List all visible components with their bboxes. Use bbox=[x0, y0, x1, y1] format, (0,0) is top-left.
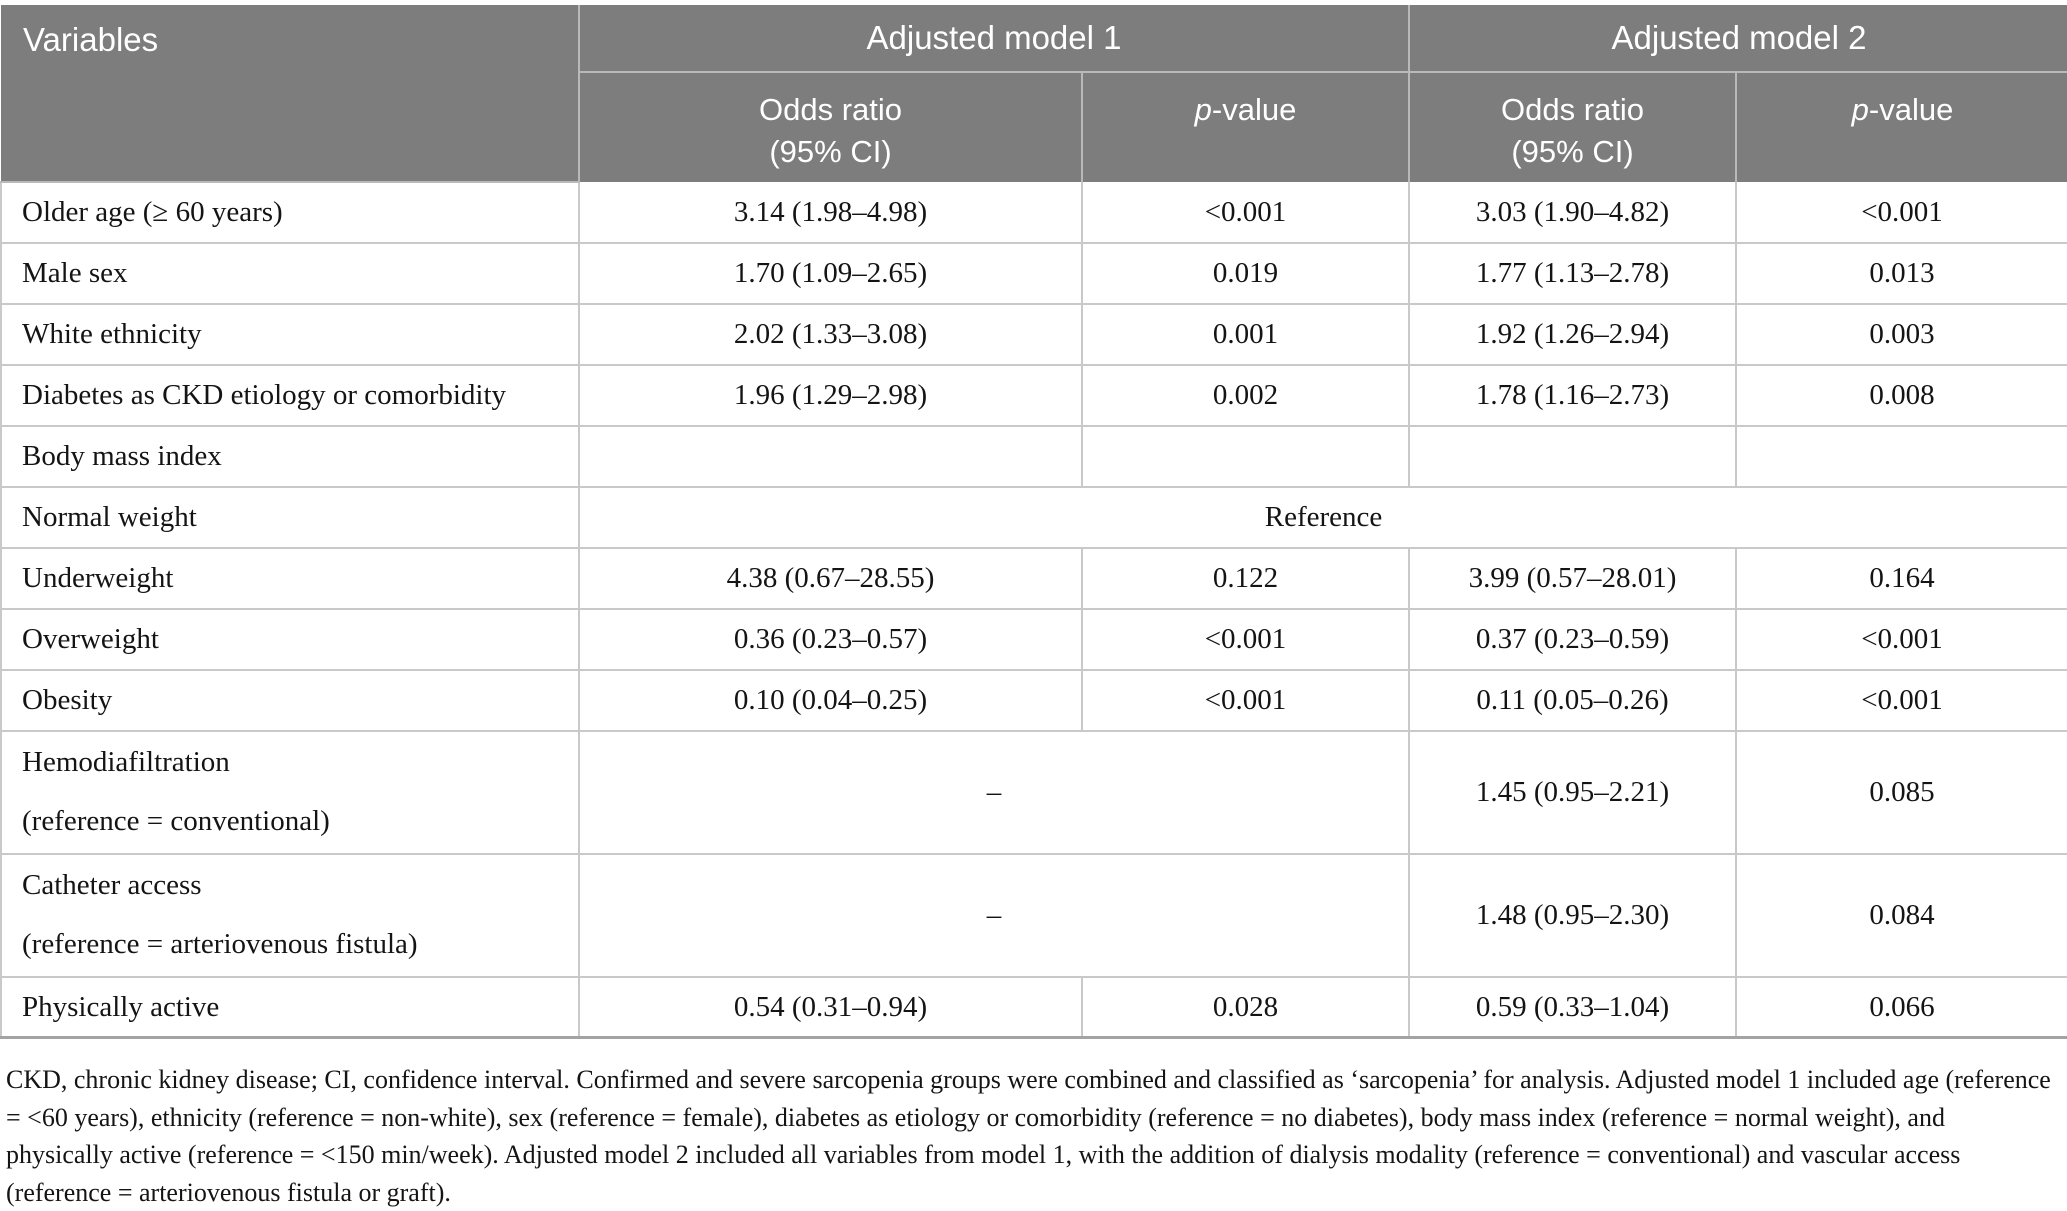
cell-m1-p bbox=[1081, 425, 1410, 488]
column-header-variables: Variables bbox=[1, 5, 580, 183]
cell-m2-or: 0.59 (0.33–1.04) bbox=[1408, 975, 1737, 1040]
cell-m1-or: 0.36 (0.23–0.57) bbox=[578, 608, 1083, 671]
cell-m1-p: <0.001 bbox=[1081, 182, 1410, 244]
cell-m2-p: 0.085 bbox=[1735, 730, 2067, 855]
table-row-overweight: Overweight 0.36 (0.23–0.57) <0.001 0.37 … bbox=[0, 608, 2067, 671]
cell-m1-p: 0.019 bbox=[1081, 242, 1410, 305]
column-header-or-model1: Odds ratio (95% CI) bbox=[578, 71, 1083, 182]
cell-m2-p bbox=[1735, 425, 2067, 488]
column-header-p-model2: p-value bbox=[1735, 71, 2067, 182]
cell-m2-or: 0.11 (0.05–0.26) bbox=[1408, 669, 1737, 732]
cell-m2-p: 0.066 bbox=[1735, 975, 2067, 1040]
cell-m1-p: 0.028 bbox=[1081, 975, 1410, 1040]
cell-m2-or: 1.45 (0.95–2.21) bbox=[1408, 730, 1737, 855]
cell-m1-p: <0.001 bbox=[1081, 608, 1410, 671]
p-rest: -value bbox=[1868, 92, 1954, 127]
column-header-p-model1: p-value bbox=[1081, 71, 1410, 182]
row-variable: Catheter access (reference = arterioveno… bbox=[0, 852, 580, 978]
p-italic: p bbox=[1194, 92, 1212, 127]
row-variable: Normal weight bbox=[0, 486, 580, 549]
row-variable: Male sex bbox=[0, 242, 580, 305]
cell-m2-or bbox=[1408, 425, 1737, 488]
row-variable: White ethnicity bbox=[0, 303, 580, 366]
cell-reference-span: Reference bbox=[578, 486, 2067, 549]
column-group-model2: Adjusted model 2 bbox=[1408, 5, 2067, 73]
cell-m1-or: 3.14 (1.98–4.98) bbox=[578, 182, 1083, 244]
row-variable: Obesity bbox=[0, 669, 580, 732]
table-row-underweight: Underweight 4.38 (0.67–28.55) 0.122 3.99… bbox=[0, 547, 2067, 610]
cell-m1-p: 0.122 bbox=[1081, 547, 1410, 610]
cell-m2-or: 3.99 (0.57–28.01) bbox=[1408, 547, 1737, 610]
cell-m1-or: 1.96 (1.29–2.98) bbox=[578, 364, 1083, 427]
table-body: Older age (≥ 60 years) 3.14 (1.98–4.98) … bbox=[0, 182, 2067, 1040]
cell-m1-or: 2.02 (1.33–3.08) bbox=[578, 303, 1083, 366]
column-group-model1: Adjusted model 1 bbox=[578, 5, 1410, 73]
cell-m1-p: <0.001 bbox=[1081, 669, 1410, 732]
row-variable: Physically active bbox=[0, 975, 580, 1040]
variable-line2: (reference = arteriovenous fistula) bbox=[22, 928, 418, 961]
table-header: Variables Adjusted model 1 Adjusted mode… bbox=[1, 5, 2067, 183]
cell-m2-p: 0.008 bbox=[1735, 364, 2067, 427]
row-variable: Older age (≥ 60 years) bbox=[0, 182, 580, 244]
cell-m1-or: 0.54 (0.31–0.94) bbox=[578, 975, 1083, 1040]
cell-m2-or: 1.77 (1.13–2.78) bbox=[1408, 242, 1737, 305]
variable-line2: (reference = conventional) bbox=[22, 805, 330, 838]
variable-line1: Catheter access bbox=[22, 868, 202, 901]
table-row-male-sex: Male sex 1.70 (1.09–2.65) 0.019 1.77 (1.… bbox=[0, 242, 2067, 305]
table-footnote: CKD, chronic kidney disease; CI, confide… bbox=[6, 1065, 2051, 1207]
or-label-line2: (95% CI) bbox=[769, 133, 892, 169]
cell-m2-p: <0.001 bbox=[1735, 608, 2067, 671]
cell-m2-or: 1.78 (1.16–2.73) bbox=[1408, 364, 1737, 427]
cell-m1-p: 0.001 bbox=[1081, 303, 1410, 366]
row-variable: Body mass index bbox=[0, 425, 580, 488]
cell-m1-or: 1.70 (1.09–2.65) bbox=[578, 242, 1083, 305]
variable-line1: Hemodiafiltration bbox=[22, 746, 230, 778]
p-rest: -value bbox=[1211, 92, 1297, 127]
cell-m2-p: 0.003 bbox=[1735, 303, 2067, 366]
table-row-diabetes: Diabetes as CKD etiology or comorbidity … bbox=[0, 364, 2067, 427]
cell-m1-or: 0.10 (0.04–0.25) bbox=[578, 669, 1083, 732]
p-italic: p bbox=[1851, 92, 1869, 127]
cell-m2-or: 0.37 (0.23–0.59) bbox=[1408, 608, 1737, 671]
table-row-physically-active: Physically active 0.54 (0.31–0.94) 0.028… bbox=[0, 975, 2067, 1040]
or-label-line2: (95% CI) bbox=[1511, 133, 1634, 169]
cell-m1-or: 4.38 (0.67–28.55) bbox=[578, 547, 1083, 610]
cell-m1-dash-span: – bbox=[578, 852, 1410, 978]
cell-m2-or: 3.03 (1.90–4.82) bbox=[1408, 182, 1737, 244]
table-row-catheter-access: Catheter access (reference = arterioveno… bbox=[0, 852, 2067, 978]
or-label-line1: Odds ratio bbox=[1500, 92, 1644, 127]
cell-m2-or: 1.48 (0.95–2.30) bbox=[1408, 852, 1737, 978]
cell-m2-p: 0.164 bbox=[1735, 547, 2067, 610]
row-variable: Diabetes as CKD etiology or comorbidity bbox=[0, 364, 580, 427]
table-row-obesity: Obesity 0.10 (0.04–0.25) <0.001 0.11 (0.… bbox=[0, 669, 2067, 732]
cell-m1-or bbox=[578, 425, 1083, 488]
table-row-older-age: Older age (≥ 60 years) 3.14 (1.98–4.98) … bbox=[0, 182, 2067, 244]
cell-m1-p: 0.002 bbox=[1081, 364, 1410, 427]
table-row-normal-weight: Normal weight Reference bbox=[0, 486, 2067, 549]
cell-m2-p: <0.001 bbox=[1735, 669, 2067, 732]
or-label-line1: Odds ratio bbox=[758, 92, 902, 127]
cell-m2-p: 0.084 bbox=[1735, 852, 2067, 978]
cell-m2-p: <0.001 bbox=[1735, 182, 2067, 244]
table-row-body-mass-index: Body mass index bbox=[0, 425, 2067, 488]
row-variable: Hemodiafiltration (reference = conventio… bbox=[0, 730, 580, 855]
row-variable: Overweight bbox=[0, 608, 580, 671]
cell-m1-dash-span: – bbox=[578, 730, 1410, 855]
row-variable: Underweight bbox=[0, 547, 580, 610]
table-row-hemodiafiltration: Hemodiafiltration (reference = conventio… bbox=[0, 730, 2067, 855]
table-row-white-ethnicity: White ethnicity 2.02 (1.33–3.08) 0.001 1… bbox=[0, 303, 2067, 366]
column-header-or-model2: Odds ratio (95% CI) bbox=[1408, 71, 1737, 182]
cell-m2-or: 1.92 (1.26–2.94) bbox=[1408, 303, 1737, 366]
cell-m2-p: 0.013 bbox=[1735, 242, 2067, 305]
results-table: Variables Adjusted model 1 Adjusted mode… bbox=[0, 5, 2067, 1040]
